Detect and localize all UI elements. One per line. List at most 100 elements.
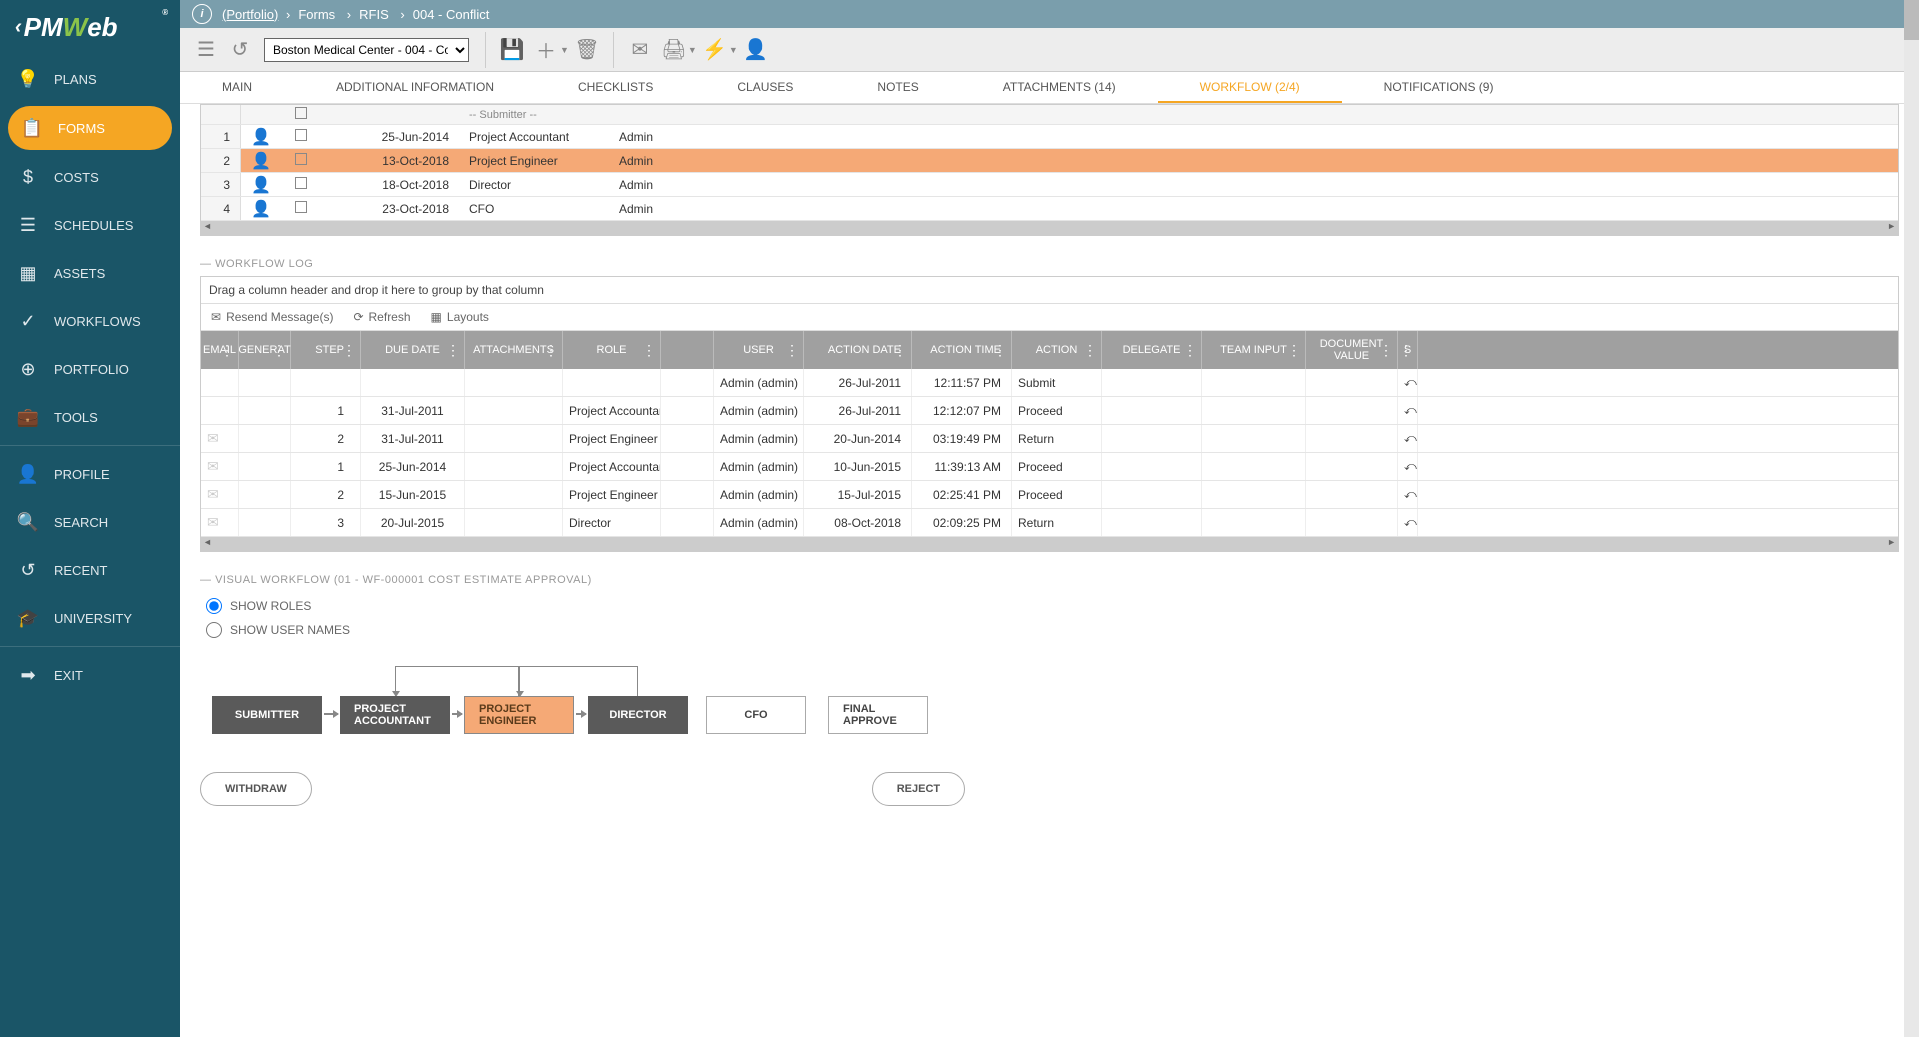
topbar: i (Portfolio) ›Forms ›RFIS ›004 - Confli… xyxy=(180,0,1919,28)
sidebar-item-exit[interactable]: ➡EXIT xyxy=(0,651,180,699)
workflow-box-project-engineer[interactable]: PROJECT ENGINEER xyxy=(464,696,574,734)
email-icon[interactable]: ✉ xyxy=(624,34,656,66)
sidebar-item-recent[interactable]: ↺RECENT xyxy=(0,546,180,594)
sidebar-item-costs[interactable]: $COSTS xyxy=(0,153,180,201)
table-row[interactable]: ✉ 3 20-Jul-2015 Director Admin (admin) 0… xyxy=(201,509,1898,537)
search-icon: 🔍 xyxy=(18,512,38,532)
workflow-box-submitter[interactable]: SUBMITTER xyxy=(212,696,322,734)
sidebar: ‹ PMWeb ® 💡PLANS📋FORMS$COSTS☰SCHEDULES▦A… xyxy=(0,0,180,1037)
bolt-icon[interactable]: ⚡ xyxy=(699,34,731,66)
sidebar-item-plans[interactable]: 💡PLANS xyxy=(0,55,180,103)
main-area: i (Portfolio) ›Forms ›RFIS ›004 - Confli… xyxy=(180,0,1919,1037)
breadcrumb-root[interactable]: (Portfolio) xyxy=(222,7,278,22)
sidebar-item-portfolio[interactable]: ⊕PORTFOLIO xyxy=(0,345,180,393)
table-row[interactable]: 1 31-Jul-2011 Project Accountan Admin (a… xyxy=(201,397,1898,425)
reject-button[interactable]: REJECT xyxy=(872,772,965,806)
workflow-diagram: SUBMITTER PROJECT ACCOUNTANT PROJECT ENGIN… xyxy=(206,658,1899,758)
column-header[interactable]: STEP⋮ xyxy=(291,331,361,369)
project-selector[interactable]: Boston Medical Center - 004 - Confl xyxy=(264,38,469,62)
column-header[interactable]: GENERAT⋮ xyxy=(239,331,291,369)
table-row[interactable]: 3👤18-Oct-2018DirectorAdmin xyxy=(201,173,1898,197)
checkbox[interactable] xyxy=(295,153,307,165)
assets-icon: ▦ xyxy=(18,263,38,283)
column-header[interactable]: EMAIL⋮ xyxy=(201,331,239,369)
recent-icon: ↺ xyxy=(18,560,38,580)
save-icon[interactable]: 💾 xyxy=(496,34,528,66)
visual-workflow-title: VISUAL WORKFLOW (01 - WF-000001 COST EST… xyxy=(200,574,1899,586)
tab-attachments-[interactable]: ATTACHMENTS (14) xyxy=(961,72,1158,103)
column-header[interactable]: TEAM INPUT⋮ xyxy=(1202,331,1306,369)
workflow-box-project-accountant[interactable]: PROJECT ACCOUNTANT xyxy=(340,696,450,734)
show-users-radio[interactable]: SHOW USER NAMES xyxy=(206,622,1893,638)
checkbox[interactable] xyxy=(295,201,307,213)
add-icon[interactable]: ＋ xyxy=(530,34,562,66)
tab-workflow-[interactable]: WORKFLOW (2/4) xyxy=(1158,72,1342,103)
tab-checklists[interactable]: CHECKLISTS xyxy=(536,72,695,103)
table-row[interactable]: 1👤25-Jun-2014Project AccountantAdmin xyxy=(201,125,1898,149)
column-header[interactable]: USER⋮ xyxy=(714,331,804,369)
sidebar-item-forms[interactable]: 📋FORMS xyxy=(8,106,172,150)
sidebar-item-workflows[interactable]: ✓WORKFLOWS xyxy=(0,297,180,345)
table-row[interactable]: ✉ 1 25-Jun-2014 Project Accountan Admin … xyxy=(201,453,1898,481)
group-hint[interactable]: Drag a column header and drop it here to… xyxy=(201,277,1898,304)
info-icon[interactable]: i xyxy=(192,4,212,24)
table-row[interactable]: Admin (admin) 26-Jul-2011 12:11:57 PM Su… xyxy=(201,369,1898,397)
refresh-button[interactable]: ⟳Refresh xyxy=(353,310,410,324)
sidebar-item-tools[interactable]: 💼TOOLS xyxy=(0,393,180,441)
column-header[interactable]: DUE DATE⋮ xyxy=(361,331,465,369)
horizontal-scrollbar[interactable] xyxy=(201,537,1898,551)
horizontal-scrollbar[interactable] xyxy=(201,221,1898,235)
column-header[interactable]: ACTION⋮ xyxy=(1012,331,1102,369)
workflow-box-final-approve[interactable]: FINAL APPROVE xyxy=(828,696,928,734)
sidebar-item-university[interactable]: 🎓UNIVERSITY xyxy=(0,594,180,642)
column-header[interactable]: ATTACHMENTS⋮ xyxy=(465,331,563,369)
tab-notes[interactable]: NOTES xyxy=(835,72,960,103)
user-icon[interactable]: 👤 xyxy=(740,34,772,66)
table-row[interactable]: ✉ 2 15-Jun-2015 Project Engineer Admin (… xyxy=(201,481,1898,509)
show-roles-radio[interactable]: SHOW ROLES xyxy=(206,598,1893,614)
sidebar-item-search[interactable]: 🔍SEARCH xyxy=(0,498,180,546)
workflow-box-cfo[interactable]: CFO xyxy=(706,696,806,734)
list-icon[interactable]: ☰ xyxy=(190,34,222,66)
workflow-log-title: WORKFLOW LOG xyxy=(200,258,1899,270)
layouts-button[interactable]: ▦Layouts xyxy=(431,310,489,324)
workflow-box-director[interactable]: DIRECTOR xyxy=(588,696,688,734)
sidebar-item-schedules[interactable]: ☰SCHEDULES xyxy=(0,201,180,249)
sidebar-item-profile[interactable]: 👤PROFILE xyxy=(0,450,180,498)
forms-icon: 📋 xyxy=(22,118,42,138)
tab-main[interactable]: MAIN xyxy=(180,72,294,103)
column-header[interactable] xyxy=(661,331,714,369)
column-header[interactable]: DOCUMENT VALUE⋮ xyxy=(1306,331,1398,369)
toolbar: ☰ ↺ Boston Medical Center - 004 - Confl … xyxy=(180,28,1919,72)
table-row[interactable]: 4👤23-Oct-2018CFOAdmin xyxy=(201,197,1898,221)
university-icon: 🎓 xyxy=(18,608,38,628)
column-header[interactable]: S⋮ xyxy=(1398,331,1418,369)
tab-notifications-[interactable]: NOTIFICATIONS (9) xyxy=(1342,72,1536,103)
breadcrumb: (Portfolio) ›Forms ›RFIS ›004 - Conflict xyxy=(222,7,493,22)
tabs: MAINADDITIONAL INFORMATIONCHECKLISTSCLAU… xyxy=(180,72,1919,104)
print-icon[interactable]: 🖨 xyxy=(658,34,690,66)
tools-icon: 💼 xyxy=(18,407,38,427)
table-row[interactable]: ✉ 2 31-Jul-2011 Project Engineer Admin (… xyxy=(201,425,1898,453)
tab-clauses[interactable]: CLAUSES xyxy=(695,72,835,103)
checkbox[interactable] xyxy=(295,129,307,141)
table-row[interactable]: 2👤13-Oct-2018Project EngineerAdmin xyxy=(201,149,1898,173)
column-header[interactable]: ACTION TIME⋮ xyxy=(912,331,1012,369)
sidebar-item-assets[interactable]: ▦ASSETS xyxy=(0,249,180,297)
portfolio-icon: ⊕ xyxy=(18,359,38,379)
tab-additional-information[interactable]: ADDITIONAL INFORMATION xyxy=(294,72,536,103)
workflow-log-table: Drag a column header and drop it here to… xyxy=(200,276,1899,552)
person-icon: 👤 xyxy=(241,127,281,147)
costs-icon: $ xyxy=(18,167,38,187)
column-header[interactable]: ROLE⋮ xyxy=(563,331,661,369)
profile-icon: 👤 xyxy=(18,464,38,484)
resend-button[interactable]: ✉Resend Message(s) xyxy=(211,310,333,324)
checkbox[interactable] xyxy=(295,177,307,189)
vertical-scrollbar[interactable] xyxy=(1904,0,1919,1037)
column-header[interactable]: ACTION DATE⋮ xyxy=(804,331,912,369)
history-icon[interactable]: ↺ xyxy=(224,34,256,66)
delete-icon[interactable]: 🗑 xyxy=(571,34,603,66)
withdraw-button[interactable]: WITHDRAW xyxy=(200,772,312,806)
plans-icon: 💡 xyxy=(18,69,38,89)
column-header[interactable]: DELEGATE⋮ xyxy=(1102,331,1202,369)
